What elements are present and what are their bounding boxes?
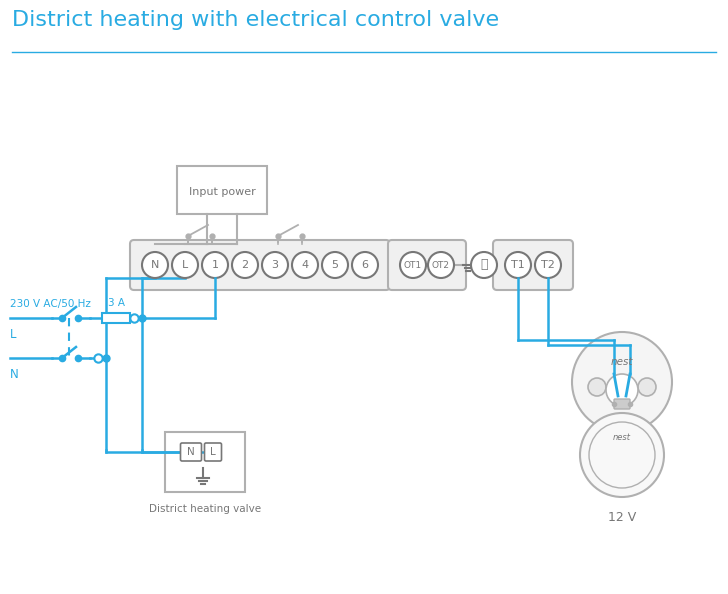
Circle shape — [606, 374, 638, 406]
Circle shape — [142, 252, 168, 278]
FancyBboxPatch shape — [493, 240, 573, 290]
Text: 5: 5 — [331, 260, 339, 270]
Circle shape — [638, 378, 656, 396]
Text: 2: 2 — [242, 260, 248, 270]
Circle shape — [535, 252, 561, 278]
Circle shape — [588, 378, 606, 396]
Text: OT1: OT1 — [404, 261, 422, 270]
FancyBboxPatch shape — [614, 399, 630, 409]
Text: OT2: OT2 — [432, 261, 450, 270]
Text: T1: T1 — [511, 260, 525, 270]
Text: 230 V AC/50 Hz: 230 V AC/50 Hz — [10, 299, 91, 309]
Circle shape — [202, 252, 228, 278]
Circle shape — [471, 252, 497, 278]
FancyBboxPatch shape — [102, 313, 130, 323]
Circle shape — [572, 332, 672, 432]
Text: ⏚: ⏚ — [480, 258, 488, 271]
Circle shape — [172, 252, 198, 278]
Text: N: N — [151, 260, 159, 270]
Text: Input power: Input power — [189, 187, 256, 197]
Text: nest: nest — [611, 357, 633, 367]
FancyBboxPatch shape — [205, 443, 221, 461]
Circle shape — [262, 252, 288, 278]
Text: 3: 3 — [272, 260, 279, 270]
Text: N: N — [10, 368, 19, 381]
Text: L: L — [210, 447, 216, 457]
Circle shape — [352, 252, 378, 278]
Text: 12 V: 12 V — [608, 511, 636, 524]
Text: L: L — [182, 260, 188, 270]
Text: 6: 6 — [362, 260, 368, 270]
Text: T2: T2 — [541, 260, 555, 270]
Circle shape — [400, 252, 426, 278]
FancyBboxPatch shape — [181, 443, 202, 461]
Text: 4: 4 — [301, 260, 309, 270]
Text: 3 A: 3 A — [108, 298, 124, 308]
Circle shape — [505, 252, 531, 278]
Circle shape — [322, 252, 348, 278]
Circle shape — [232, 252, 258, 278]
FancyBboxPatch shape — [388, 240, 466, 290]
FancyBboxPatch shape — [130, 240, 390, 290]
Circle shape — [580, 413, 664, 497]
Text: District heating valve: District heating valve — [149, 504, 261, 514]
Text: N: N — [187, 447, 195, 457]
Text: District heating with electrical control valve: District heating with electrical control… — [12, 10, 499, 30]
Text: 1: 1 — [212, 260, 218, 270]
Circle shape — [292, 252, 318, 278]
Circle shape — [428, 252, 454, 278]
Text: nest: nest — [613, 432, 631, 441]
Text: L: L — [10, 328, 17, 342]
